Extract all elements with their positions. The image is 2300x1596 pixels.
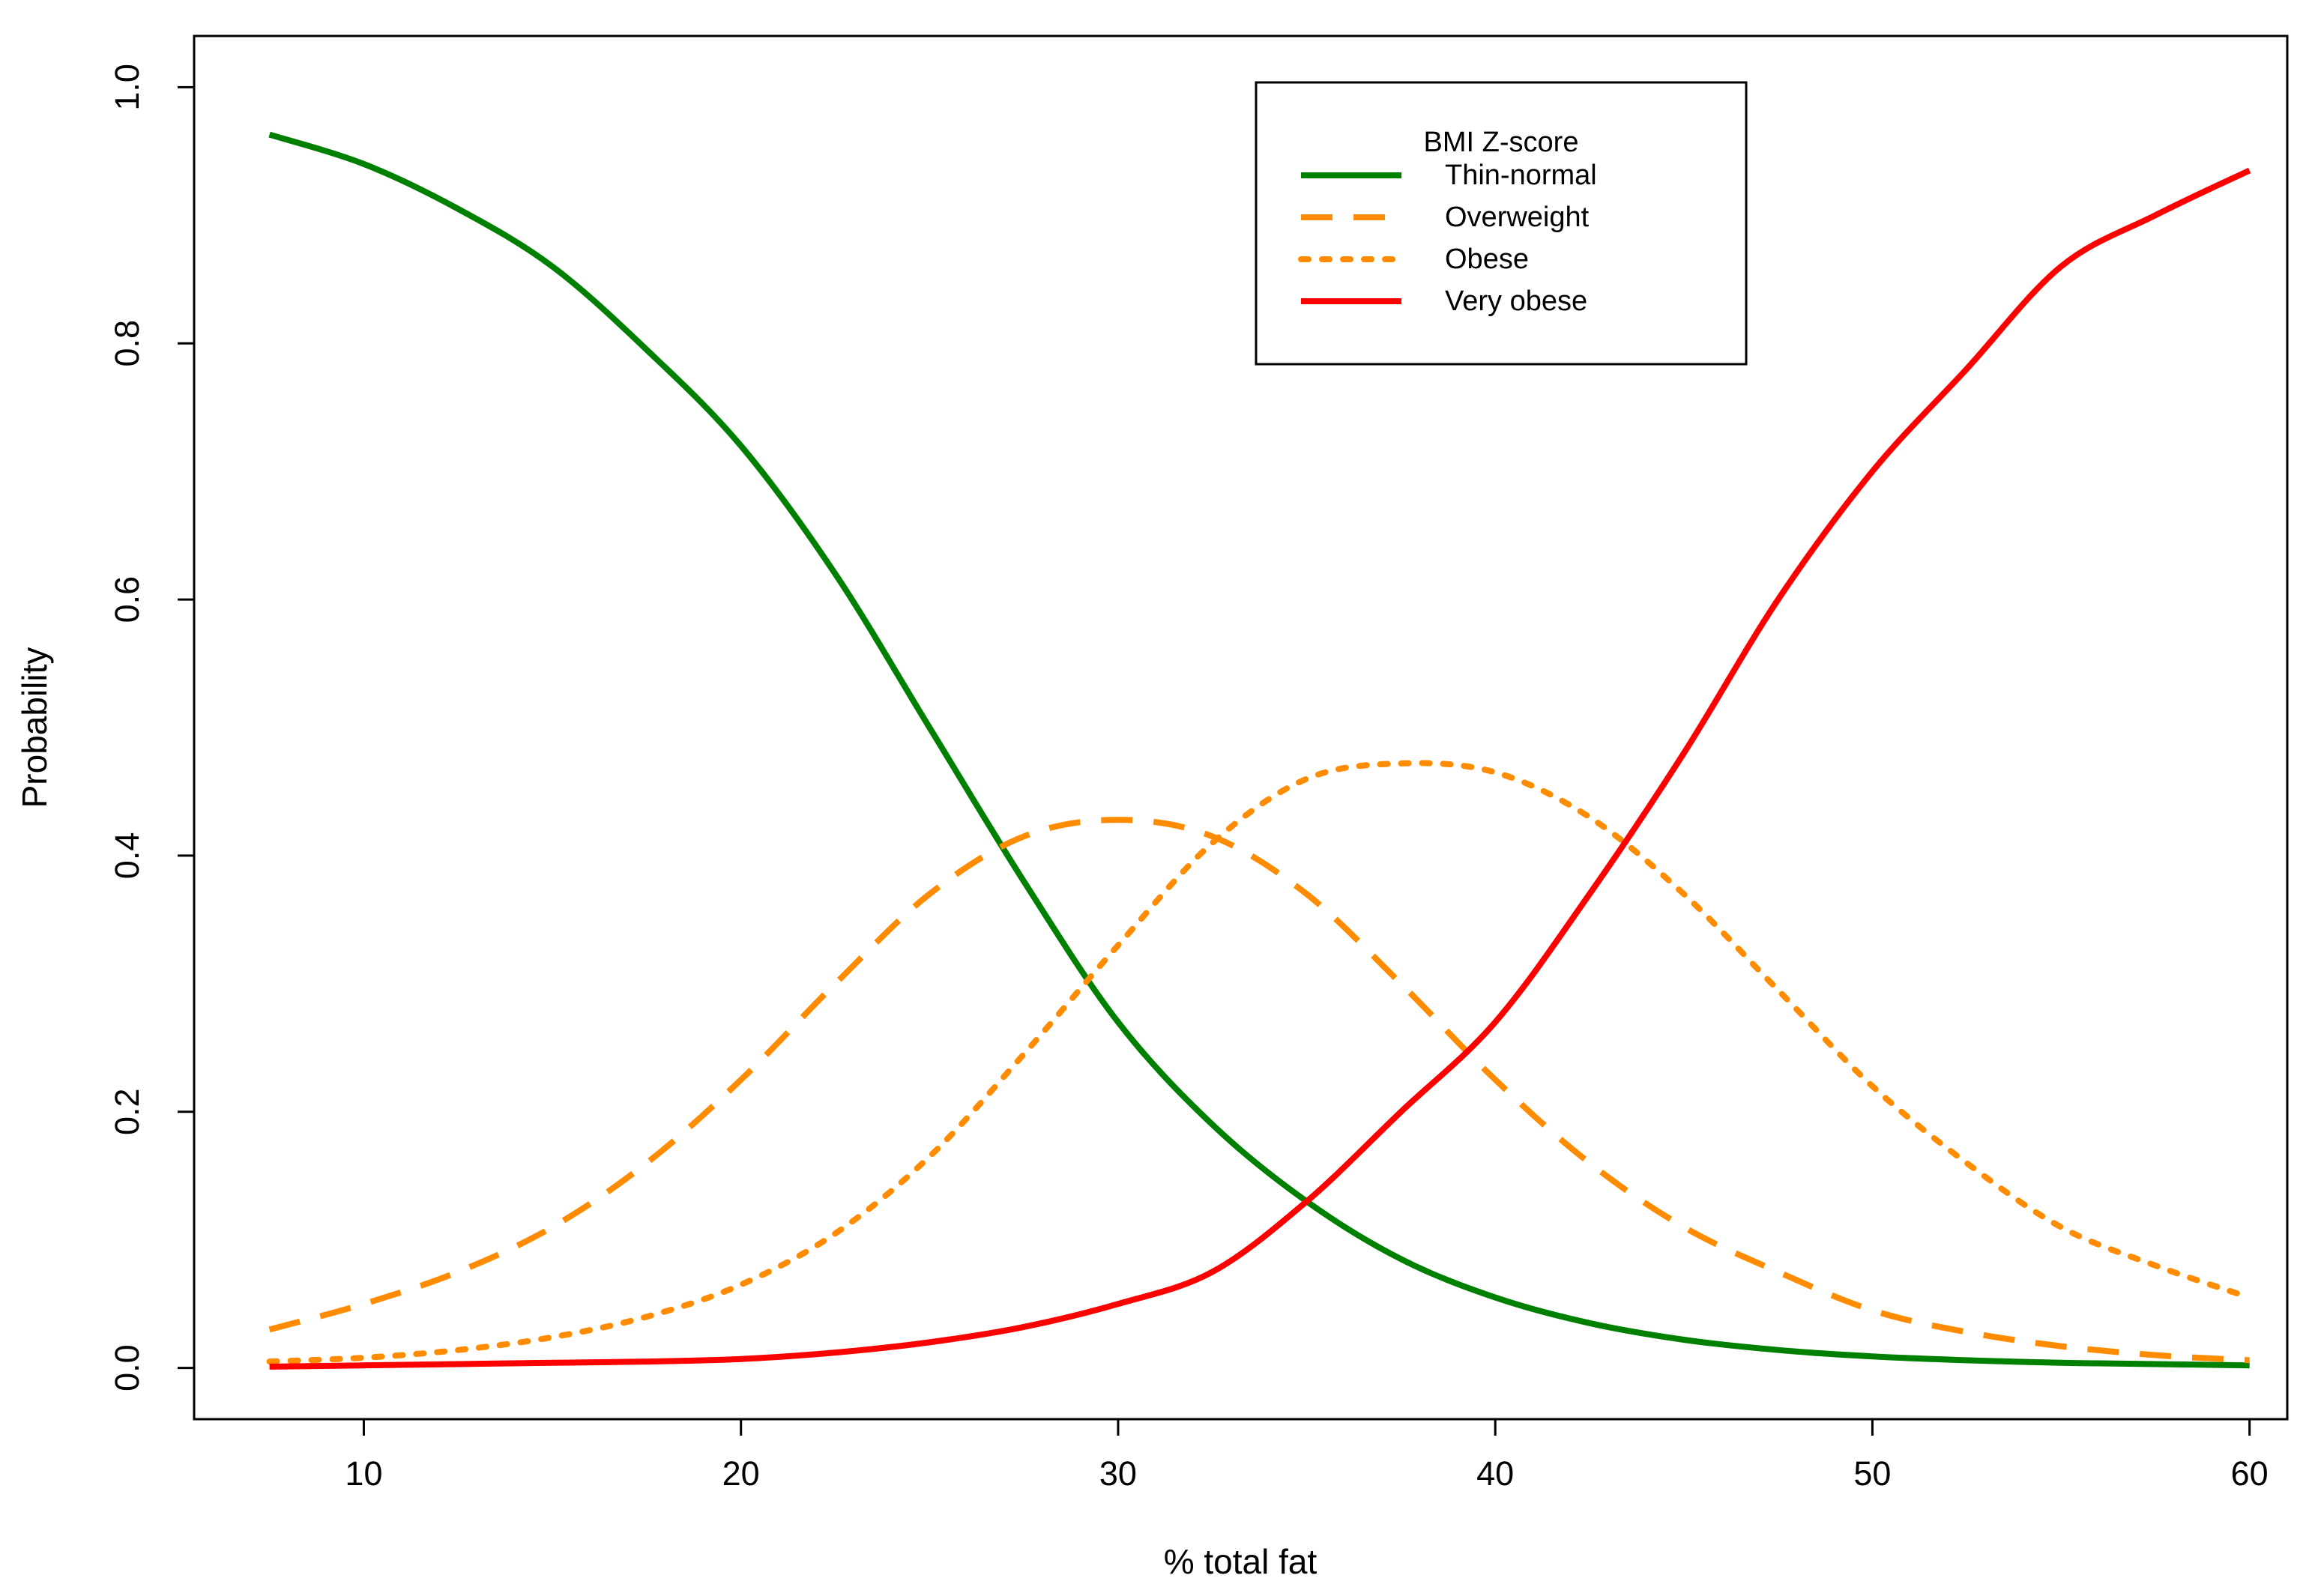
x-tick-label: 40	[1476, 1454, 1514, 1493]
x-tick-label: 50	[1853, 1454, 1891, 1493]
y-tick-label: 1.0	[108, 64, 146, 111]
x-axis: 10 20 30 40 50 60	[345, 1419, 2269, 1493]
x-tick-label: 20	[722, 1454, 760, 1493]
legend-label: Obese	[1445, 244, 1529, 275]
y-tick-label: 0.8	[108, 320, 146, 367]
plot-frame	[193, 34, 2289, 1421]
y-tick-label: 0.4	[108, 832, 146, 880]
x-tick-label: 10	[345, 1454, 382, 1493]
series-line-very-obese	[269, 167, 2251, 1370]
legend-label: Thin-normal	[1445, 160, 1597, 191]
x-tick-label: 30	[1099, 1454, 1137, 1493]
series-line-thin-normal	[268, 131, 2250, 1369]
x-tick-label: 60	[2231, 1454, 2269, 1493]
series-layer	[266, 131, 2253, 1370]
legend-label: Very obese	[1445, 285, 1587, 317]
x-axis-title: % total fat	[1164, 1542, 1317, 1581]
legend-label: Overweight	[1445, 202, 1590, 233]
y-tick-label: 0.0	[108, 1344, 146, 1391]
legend: BMI Z-score Thin-normal Overweight Obese Ve…	[1255, 81, 1748, 366]
legend-box	[1255, 81, 1748, 366]
series-line-obese	[266, 760, 2253, 1365]
series-line-overweight	[268, 817, 2250, 1364]
y-axis: 0.0 0.2 0.4 0.6 0.8 1.0	[108, 64, 194, 1391]
y-tick-label: 0.6	[108, 576, 146, 623]
legend-entries: Thin-normal Overweight Obese Very obese	[1298, 160, 1597, 317]
y-tick-label: 0.2	[108, 1088, 146, 1135]
y-axis-title: Probability	[15, 647, 54, 808]
legend-title: BMI Z-score	[1424, 127, 1579, 158]
